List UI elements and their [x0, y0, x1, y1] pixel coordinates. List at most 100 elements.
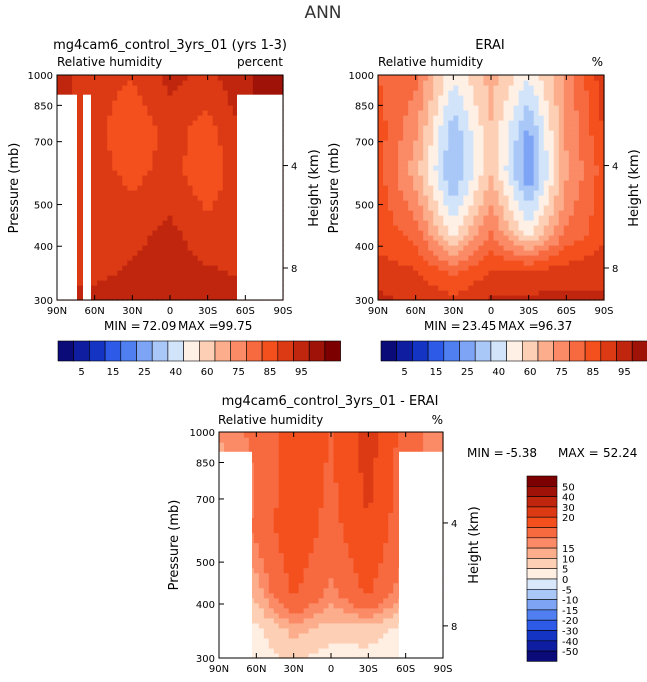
contour-cell [293, 432, 300, 438]
contour-cell [583, 135, 590, 141]
contour-cell [513, 80, 520, 86]
contour-cell [493, 85, 500, 91]
contour-cell [233, 447, 240, 453]
contour-cell [232, 200, 239, 206]
contour-cell [563, 145, 570, 151]
contour-cell [273, 622, 280, 629]
contour-cell [418, 95, 424, 101]
contour-cell [268, 577, 275, 584]
contour-cell [563, 175, 570, 181]
contour-cell [398, 215, 404, 221]
contour-cell [222, 160, 229, 166]
contour-cell [518, 280, 525, 286]
contour-cell [172, 120, 179, 126]
contour-cell [147, 260, 154, 266]
contour-cell [383, 205, 389, 211]
contour-cell [468, 225, 475, 231]
contour-cell [433, 210, 439, 216]
contour-cell [458, 240, 464, 246]
contour-cell [413, 95, 419, 101]
x-tick-label: 30S [198, 306, 217, 317]
contour-cell [263, 547, 270, 554]
contour-cell [403, 85, 409, 91]
contour-cell [202, 180, 209, 186]
contour-cell [458, 210, 464, 216]
contour-cell [97, 90, 103, 96]
contour-cell [588, 160, 595, 166]
contour-cell [172, 90, 179, 96]
contour-cell [378, 170, 384, 176]
contour-cell [583, 235, 590, 241]
contour-cell [588, 140, 595, 146]
contour-cell [288, 497, 295, 503]
contour-cell [298, 637, 305, 644]
contour-cell [593, 195, 600, 201]
contour-cell [498, 130, 505, 136]
contour-cell [423, 210, 429, 216]
contour-cell [573, 160, 580, 166]
contour-cell [558, 230, 565, 236]
contour-cell [92, 225, 98, 231]
contour-cell [107, 285, 113, 291]
contour-cell [298, 602, 305, 609]
contour-cell [97, 170, 103, 176]
contour-cell [263, 597, 270, 604]
contour-cell [388, 200, 394, 206]
contour-cell [303, 552, 310, 559]
contour-cell [483, 145, 490, 151]
contour-cell [212, 125, 219, 131]
contour-cell [277, 85, 284, 91]
contour-cell [433, 120, 439, 126]
contour-cell [293, 612, 300, 619]
contour-cell [142, 235, 148, 241]
contour-cell [112, 100, 118, 106]
contour-cell [578, 145, 585, 151]
contour-cell [513, 255, 520, 261]
contour-cell [298, 607, 305, 614]
contour-cell [578, 110, 585, 116]
contour-cell [443, 120, 449, 126]
contour-cell [488, 270, 495, 276]
contour-cell [513, 90, 520, 96]
contour-cell [228, 432, 235, 438]
contour-cell [182, 240, 189, 246]
contour-cell [283, 637, 290, 644]
contour-cell [458, 140, 464, 146]
contour-cell [102, 250, 108, 256]
contour-cell [378, 90, 384, 96]
contour-cell [102, 275, 108, 281]
contour-cell [182, 205, 189, 211]
contour-cell [117, 265, 123, 271]
contour-cell [553, 260, 560, 266]
contour-cell [102, 165, 108, 171]
contour-cell [217, 260, 224, 266]
contour-cell [227, 205, 234, 211]
contour-cell [478, 265, 485, 271]
contour-cell [378, 150, 384, 156]
contour-cell [553, 115, 560, 121]
contour-cell [197, 160, 204, 166]
contour-cell [172, 150, 179, 156]
contour-cell [468, 195, 475, 201]
contour-cell [543, 125, 550, 131]
contour-cell [428, 220, 434, 226]
contour-cell [112, 170, 118, 176]
contour-cell [443, 285, 449, 291]
contour-cell [553, 110, 560, 116]
contour-cell [428, 135, 434, 141]
contour-cell [142, 165, 148, 171]
contour-cell [157, 265, 164, 271]
contour-cell [298, 532, 305, 539]
contour-cell [513, 205, 520, 211]
contour-cell [463, 270, 469, 276]
contour-cell [122, 100, 128, 106]
contour-cell [533, 295, 540, 301]
contour-cell [413, 185, 419, 191]
contour-cell [127, 255, 133, 261]
contour-cell [513, 160, 520, 166]
contour-cell [498, 240, 505, 246]
contour-cell [167, 210, 174, 216]
contour-cell [102, 85, 108, 91]
contour-cell [112, 120, 118, 126]
contour-cell [278, 547, 285, 554]
